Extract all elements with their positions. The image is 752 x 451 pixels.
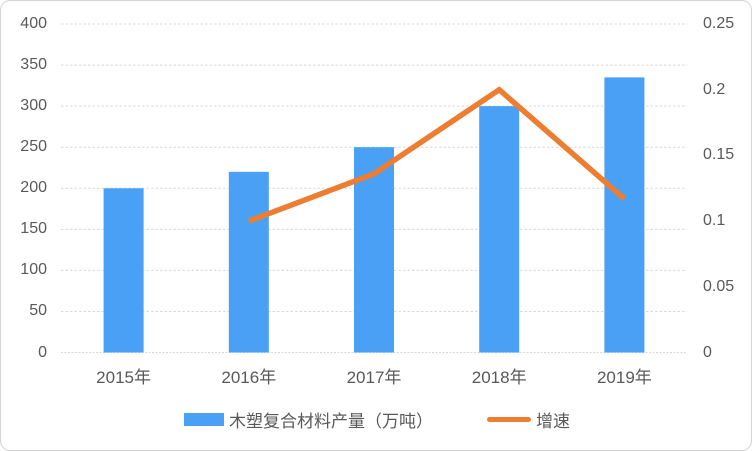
bar-swatch-icon xyxy=(184,413,224,426)
y-right-tick-label: 0.2 xyxy=(703,80,726,98)
legend: 木塑复合材料产量（万吨） 增速 xyxy=(1,407,751,432)
legend-label-production: 木塑复合材料产量（万吨） xyxy=(229,412,433,431)
y-left-tick-label: 100 xyxy=(20,261,47,279)
growth-line xyxy=(247,86,627,224)
bar-2016年 xyxy=(228,171,269,353)
y-left-tick-label: 400 xyxy=(20,15,47,32)
bar-2015年 xyxy=(103,188,144,353)
y-left-tick-label: 250 xyxy=(20,138,47,156)
x-axis-label: 2015年 xyxy=(96,368,151,387)
legend-item-growth: 增速 xyxy=(487,407,570,432)
y-right-tick-label: 0.1 xyxy=(703,212,726,230)
y-left-tick-label: 50 xyxy=(29,302,47,320)
legend-label-growth: 增速 xyxy=(536,412,570,431)
y-right-tick-label: 0.15 xyxy=(703,146,735,164)
y-right-tick-label: 0.25 xyxy=(703,15,735,32)
y-left-tick-label: 0 xyxy=(38,343,47,361)
y-left-tick-label: 200 xyxy=(20,179,47,197)
y-left-tick-label: 350 xyxy=(20,56,47,74)
y-right-tick-label: 0 xyxy=(703,343,712,361)
bar-2019年 xyxy=(604,77,645,353)
line-swatch-icon xyxy=(487,417,531,422)
bar-2018年 xyxy=(479,106,520,353)
legend-item-production: 木塑复合材料产量（万吨） xyxy=(184,407,433,432)
y-left-tick-label: 150 xyxy=(20,220,47,238)
y-left-tick-label: 300 xyxy=(20,97,47,115)
x-axis-label: 2019年 xyxy=(596,368,652,387)
x-axis-label: 2018年 xyxy=(471,368,527,387)
y-right-tick-label: 0.05 xyxy=(703,277,735,295)
x-axis-label: 2016年 xyxy=(221,368,277,387)
x-axis-label: 2017年 xyxy=(346,368,402,387)
